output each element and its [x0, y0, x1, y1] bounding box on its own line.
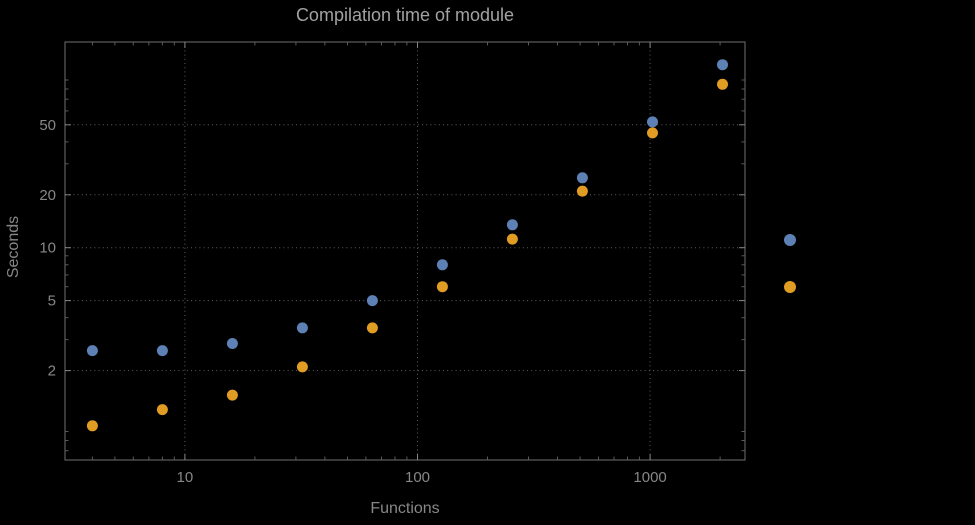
plot-frame: [64, 41, 746, 461]
data-point-series-2: [156, 404, 168, 416]
data-point-series-1: [576, 172, 588, 184]
data-point-series-2: [296, 361, 308, 373]
x-tick-label: 10: [177, 469, 194, 486]
x-axis-label: Functions: [370, 500, 440, 517]
data-point-series-2: [576, 185, 588, 197]
data-point-series-2: [226, 389, 238, 401]
y-tick-label: 10: [39, 240, 56, 257]
data-point-series-1: [647, 116, 658, 128]
data-point-series-1: [717, 59, 728, 71]
data-point-series-2: [86, 420, 98, 432]
data-point-series-1: [156, 345, 168, 357]
data-point-series-1: [86, 345, 98, 357]
y-tick-label: 2: [48, 363, 56, 380]
data-point-series-1: [436, 259, 448, 271]
x-tick-label: 1000: [633, 469, 666, 486]
data-point-series-2: [506, 233, 518, 245]
y-tick-label: 20: [39, 187, 56, 204]
data-point-series-1: [366, 295, 378, 307]
data-point-series-2: [366, 322, 378, 334]
legend-marker-1: [784, 234, 796, 246]
x-tick-label: 100: [405, 469, 430, 486]
data-point-series-1: [296, 322, 308, 334]
data-point-series-1: [506, 219, 518, 231]
chart-title: Compilation time of module: [295, 5, 515, 25]
data-point-series-1: [226, 338, 238, 349]
data-point-series-2: [436, 281, 448, 293]
y-tick-label: 5: [48, 293, 56, 310]
legend-marker-2: [784, 281, 796, 293]
y-tick-label: 50: [39, 117, 56, 134]
data-point-series-2: [717, 78, 728, 90]
data-point-series-2: [647, 127, 658, 139]
